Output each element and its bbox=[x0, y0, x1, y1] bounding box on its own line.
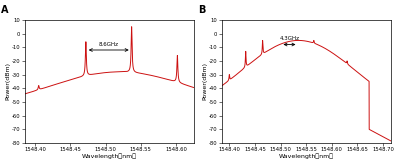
Text: B: B bbox=[198, 5, 205, 15]
Y-axis label: Power(dBm): Power(dBm) bbox=[202, 62, 208, 101]
X-axis label: Wavelength（nm）: Wavelength（nm） bbox=[82, 154, 136, 159]
Text: 8.6GHz: 8.6GHz bbox=[99, 42, 119, 47]
Text: A: A bbox=[1, 5, 8, 15]
X-axis label: Wavelength（nm）: Wavelength（nm） bbox=[279, 154, 334, 159]
Text: 4.3GHz: 4.3GHz bbox=[280, 36, 300, 41]
Y-axis label: Power(dBm): Power(dBm) bbox=[6, 62, 10, 101]
